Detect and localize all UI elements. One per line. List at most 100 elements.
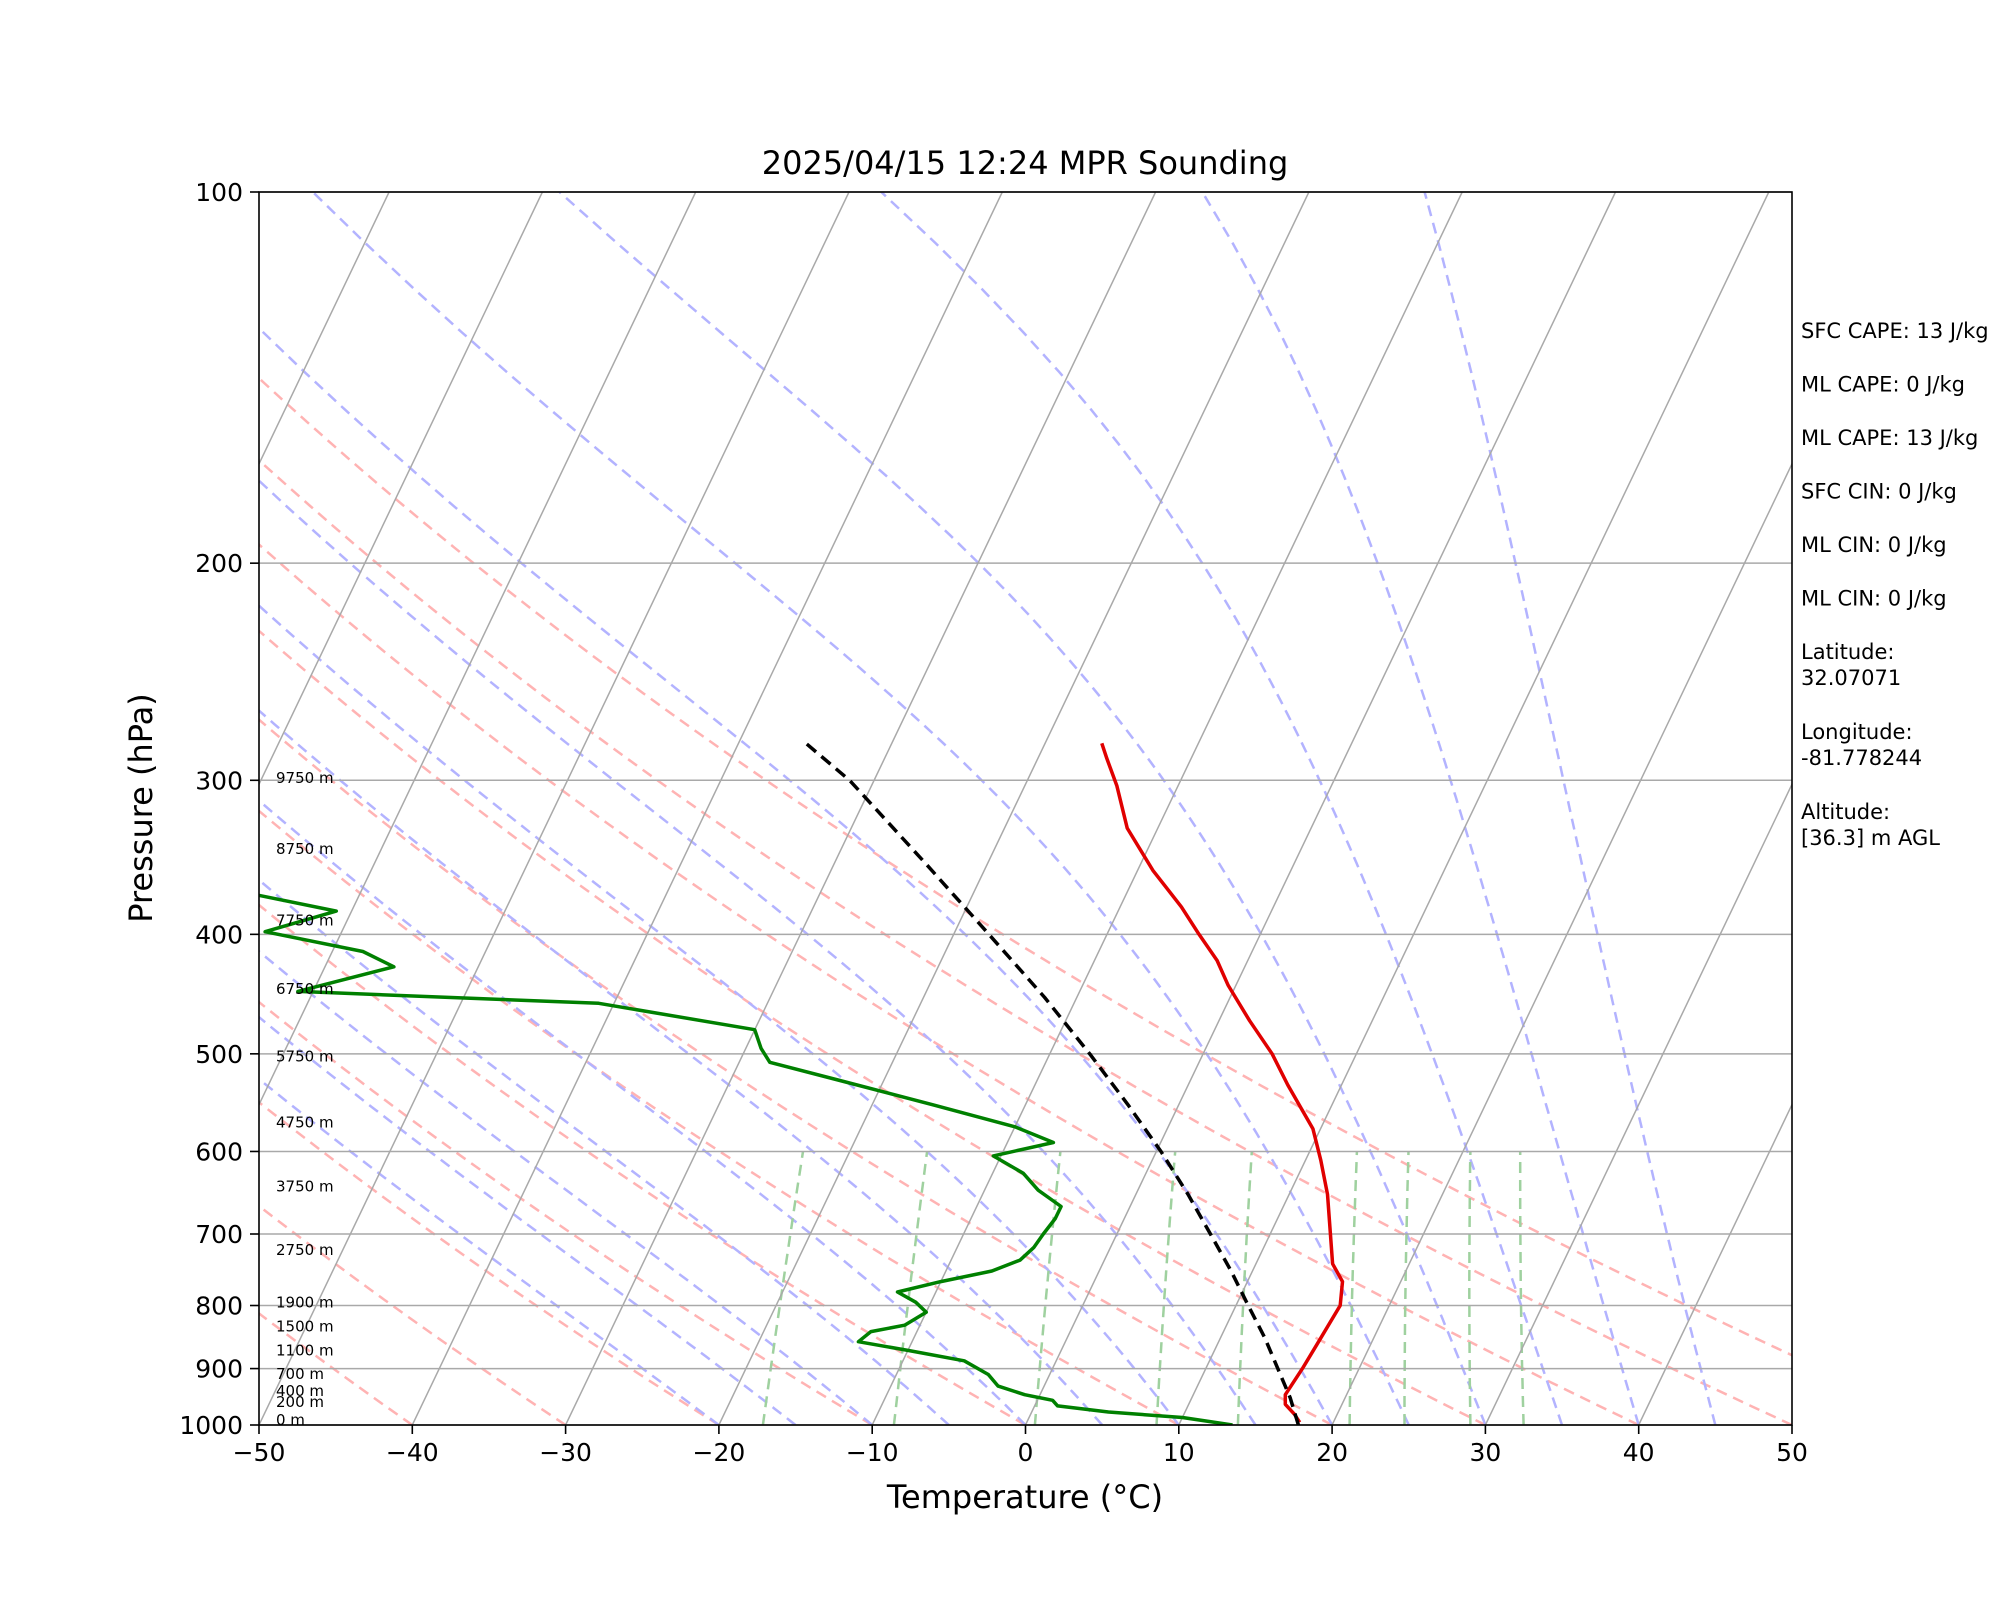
moist-adiabat: [880, 192, 1564, 1425]
height-label: 700 m: [276, 1365, 324, 1383]
x-tick-label: 20: [1316, 1438, 1348, 1467]
sounding-stat: ML CIN: 0 J/kg: [1801, 587, 1947, 611]
height-label: 9750 m: [276, 769, 334, 787]
series-layer: [259, 741, 1345, 1425]
sounding-stat: Altitude: [36.3] m AGL: [1801, 800, 1940, 850]
moist-adiabat: [1423, 192, 1717, 1425]
dry-adiabat: [259, 718, 1333, 1425]
x-tick-label: −30: [539, 1438, 592, 1467]
isotherm: [1331, 462, 1792, 1425]
moist-adiabat: [1201, 192, 1640, 1425]
temperature-line: [1100, 742, 1345, 1424]
x-tick-label: 40: [1623, 1438, 1655, 1467]
x-tick-label: −40: [386, 1438, 439, 1467]
isotherm: [0, 192, 83, 1425]
y-axis-title: Pressure (hPa): [122, 693, 160, 923]
isotherm: [871, 192, 1463, 1425]
y-tick-label: 700: [195, 1220, 243, 1249]
dewpoint-line: [259, 893, 1233, 1425]
y-tick-label: 1000: [179, 1411, 243, 1440]
dry-adiabat: [259, 1000, 873, 1425]
x-tick-label: 0: [1018, 1438, 1034, 1467]
y-tick-label: 300: [195, 766, 243, 795]
moist-adiabat: [558, 192, 1487, 1425]
moist-adiabat: [259, 799, 1027, 1425]
moist-adiabat: [311, 192, 1410, 1425]
y-tick-label: 100: [195, 178, 243, 207]
isotherm: [1484, 782, 1792, 1425]
sounding-stat: Latitude: 32.07071: [1801, 640, 1901, 690]
moist-adiabat: [259, 949, 873, 1425]
background-lines: [0, 192, 1792, 1425]
height-label: 6750 m: [276, 980, 334, 998]
height-label: 400 m: [276, 1382, 324, 1400]
height-label: 200 m: [276, 1393, 324, 1411]
height-label: 0 m: [276, 1411, 305, 1429]
mixing-ratio-line: [1033, 1151, 1062, 1425]
dry-adiabat: [259, 542, 1640, 1425]
isotherm: [259, 192, 850, 1425]
isotherm: [1024, 192, 1617, 1425]
x-tick-label: 30: [1469, 1438, 1501, 1467]
height-label: 4750 m: [276, 1113, 334, 1131]
isotherm: [1178, 192, 1770, 1425]
height-label: 8750 m: [276, 840, 334, 858]
sounding-stat: SFC CAPE: 13 J/kg: [1801, 319, 1989, 343]
moist-adiabat: [259, 708, 1104, 1425]
dry-adiabat: [259, 1100, 720, 1425]
x-tick-label: −50: [233, 1438, 286, 1467]
moist-adiabat: [259, 1015, 797, 1425]
height-label: 1100 m: [276, 1341, 334, 1359]
isotherm: [259, 192, 697, 1107]
moist-adiabat: [259, 1077, 720, 1425]
chart-title: 2025/04/15 12:24 MPR Sounding: [762, 144, 1289, 182]
mixing-ratio-line: [892, 1151, 929, 1425]
mixing-ratio-line: [1468, 1151, 1472, 1425]
moist-adiabat: [259, 878, 950, 1425]
y-tick-label: 600: [195, 1137, 243, 1166]
y-tick-label: 200: [195, 549, 243, 578]
isobar-grid: [259, 191, 1792, 1426]
x-tick-label: 50: [1776, 1438, 1808, 1467]
x-tick-label: −20: [693, 1438, 746, 1467]
sounding-stat: ML CIN: 0 J/kg: [1801, 533, 1947, 557]
y-tick-label: 800: [195, 1292, 243, 1321]
height-label: 1500 m: [276, 1317, 334, 1335]
isotherm: [1638, 1102, 1792, 1425]
mixing-ratio-line: [761, 1151, 805, 1425]
isotherm: [411, 192, 1003, 1425]
isotherm: [259, 192, 544, 786]
x-tick-label: −10: [846, 1438, 899, 1467]
mixing-ratio-line: [1348, 1151, 1359, 1425]
mixing-ratio-line: [1518, 1151, 1525, 1425]
sounding-stat: ML CAPE: 0 J/kg: [1801, 373, 1965, 397]
isotherm: [564, 192, 1157, 1425]
sounding-stats: SFC CAPE: 13 J/kg ML CAPE: 0 J/kg ML CAPE:…: [1801, 319, 1989, 850]
sounding-stat: ML CAPE: 13 J/kg: [1801, 426, 1978, 450]
moist-adiabat: [259, 604, 1180, 1425]
mixing-ratio-line: [1403, 1151, 1410, 1425]
height-label: 5750 m: [276, 1048, 334, 1066]
y-tick-label: 900: [195, 1355, 243, 1384]
axis-ticks: −50 −40 −30 −20 −10 0 10 20 30 40 50 1000 900 800 700 6…: [179, 178, 1808, 1467]
moist-adiabat: [259, 326, 1334, 1425]
sounding-stat: SFC CIN: 0 J/kg: [1801, 480, 1957, 504]
y-tick-label: 500: [195, 1040, 243, 1069]
isotherm: [718, 192, 1310, 1425]
height-label: 3750 m: [276, 1178, 334, 1196]
x-tick-label: 10: [1163, 1438, 1195, 1467]
plot-frame: [258, 191, 1793, 1426]
height-label: 2750 m: [276, 1241, 334, 1259]
dry-adiabat: [259, 376, 1792, 1357]
isotherm: [259, 192, 390, 466]
sounding-stat: Longitude: -81.778244: [1801, 720, 1922, 770]
parcel-line: [804, 741, 1301, 1425]
height-label: 7750 m: [276, 912, 334, 930]
height-label: 1900 m: [276, 1293, 334, 1311]
x-axis-title: Temperature (°C): [886, 1478, 1163, 1516]
moist-adiabat: [259, 478, 1257, 1425]
dry-adiabat: [259, 809, 1180, 1425]
y-tick-label: 400: [195, 920, 243, 949]
